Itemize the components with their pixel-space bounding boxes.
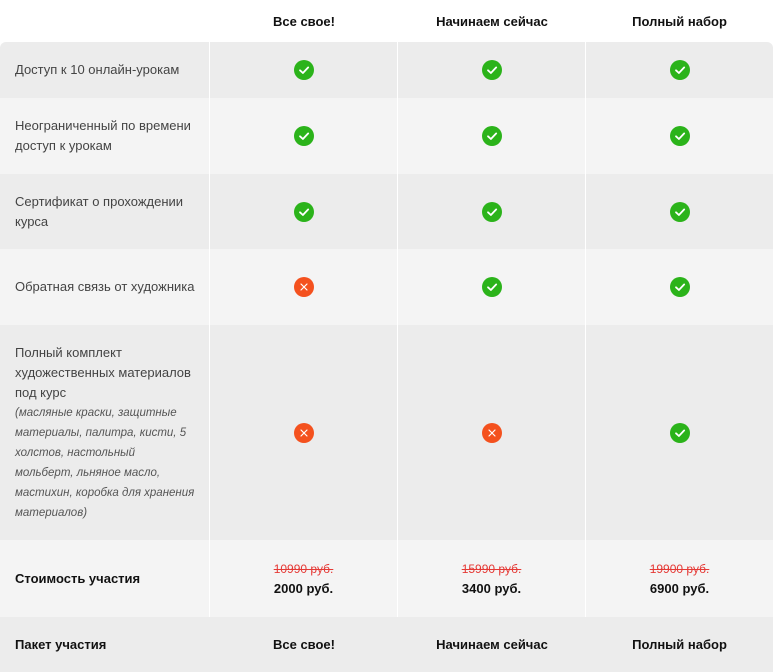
header-plan-2: Начинаем сейчас (398, 0, 586, 42)
feature-row-4-plan-1 (210, 249, 398, 325)
check-circle-icon (669, 201, 690, 222)
feature-row-2-plan-3 (586, 98, 773, 174)
feature-label: Обратная связь от художника (15, 279, 195, 294)
cross-circle-icon (293, 277, 314, 297)
feature-label: Доступ к 10 онлайн-урокам (15, 62, 180, 77)
check-circle-icon (481, 60, 502, 80)
check-circle-icon (293, 126, 314, 146)
package-button-plan-2[interactable]: Начинаем сейчас (398, 617, 586, 672)
cost-row-label: Стоимость участия (0, 540, 210, 617)
feature-row-2-label: Неограниченный по времени доступ к урока… (0, 98, 210, 174)
feature-label: Полный комплект художественных материало… (15, 344, 191, 400)
feature-label: Сертификат о прохождении курса (15, 193, 184, 229)
package-button-plan-1[interactable]: Все свое! (210, 617, 398, 672)
feature-row-4-plan-3 (586, 249, 773, 325)
feature-row-5-plan-3 (586, 325, 773, 540)
check-circle-icon (481, 277, 502, 297)
feature-row-5-label: Полный комплект художественных материало… (0, 325, 210, 540)
check-circle-icon (669, 277, 690, 297)
new-price: 3400 руб. (461, 580, 522, 596)
package-button-plan-3[interactable]: Полный набор (586, 617, 773, 672)
feature-note: (масляные краски, защитные материалы, па… (15, 406, 195, 519)
package-row-label: Пакет участия (0, 617, 210, 672)
feature-row-2-plan-1 (210, 98, 398, 174)
feature-row-3-label: Сертификат о прохождении курса (0, 174, 210, 249)
cost-plan-2: 15990 руб. 3400 руб. (398, 540, 586, 617)
package-label: Пакет участия (15, 637, 107, 652)
feature-row-3-plan-2 (398, 174, 586, 249)
feature-row-1-plan-2 (398, 42, 586, 98)
check-circle-icon (669, 60, 690, 80)
cross-circle-icon (293, 422, 314, 443)
new-price: 6900 руб. (649, 580, 710, 596)
cross-circle-icon (481, 422, 502, 443)
feature-row-1-label: Доступ к 10 онлайн-урокам (0, 42, 210, 98)
feature-row-5-plan-1 (210, 325, 398, 540)
check-circle-icon (481, 201, 502, 222)
old-price: 19900 руб. (649, 561, 710, 576)
new-price: 2000 руб. (273, 580, 334, 596)
feature-row-2-plan-2 (398, 98, 586, 174)
check-circle-icon (293, 60, 314, 80)
check-circle-icon (669, 126, 690, 146)
old-price: 15990 руб. (461, 561, 522, 576)
feature-row-4-plan-2 (398, 249, 586, 325)
header-plan-1: Все свое! (210, 0, 398, 42)
old-price: 10990 руб. (273, 561, 334, 576)
cost-label: Стоимость участия (15, 571, 141, 586)
feature-row-3-plan-1 (210, 174, 398, 249)
feature-label: Неограниченный по времени доступ к урока… (15, 118, 191, 153)
header-empty-cell (0, 0, 210, 42)
feature-row-1-plan-1 (210, 42, 398, 98)
cost-plan-1: 10990 руб. 2000 руб. (210, 540, 398, 617)
feature-row-3-plan-3 (586, 174, 773, 249)
feature-row-5-plan-2 (398, 325, 586, 540)
header-plan-3: Полный набор (586, 0, 773, 42)
feature-row-1-plan-3 (586, 42, 773, 98)
check-circle-icon (293, 201, 314, 222)
check-circle-icon (669, 422, 690, 443)
check-circle-icon (481, 126, 502, 146)
feature-row-4-label: Обратная связь от художника (0, 249, 210, 325)
cost-plan-3: 19900 руб. 6900 руб. (586, 540, 773, 617)
